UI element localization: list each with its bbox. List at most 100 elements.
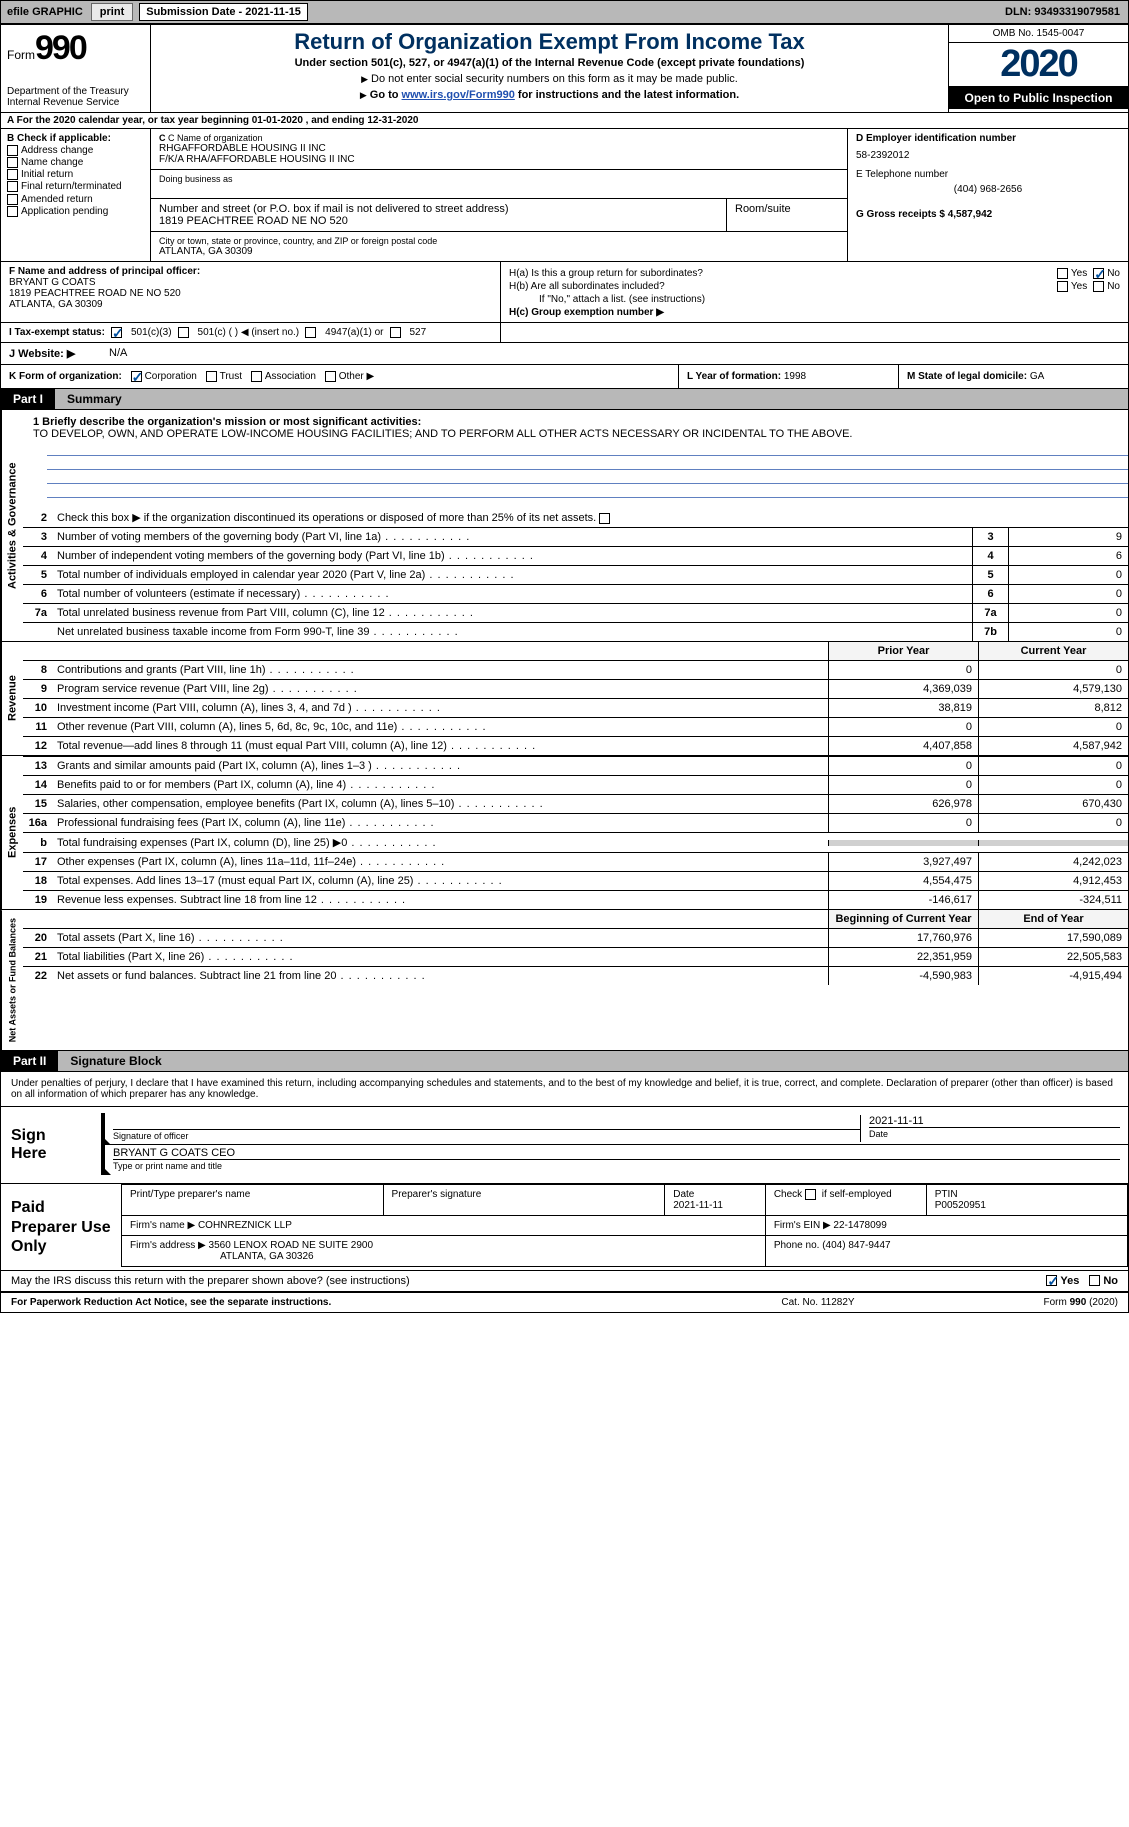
exp-row: 13Grants and similar amounts paid (Part … [23, 756, 1128, 775]
rev-row: 12Total revenue—add lines 8 through 11 (… [23, 736, 1128, 755]
cb-other[interactable] [325, 371, 336, 382]
firm-name-label: Firm's name ▶ [130, 1220, 195, 1231]
org-name-2: F/K/A RHA/AFFORDABLE HOUSING II INC [159, 154, 839, 165]
may-yes[interactable] [1046, 1275, 1057, 1286]
section-governance: Activities & Governance 1 Briefly descri… [1, 410, 1128, 642]
cb-corp[interactable] [131, 371, 142, 382]
form-header: Form990 Department of the Treasury Inter… [1, 25, 1128, 113]
hb-question: H(b) Are all subordinates included? [509, 281, 1057, 292]
sign-here-label: Sign Here [1, 1107, 91, 1183]
prep-name-hdr: Print/Type preparer's name [130, 1189, 250, 1200]
part-2-tag: Part II [1, 1051, 58, 1071]
year-formation-label: L Year of formation: [687, 371, 781, 382]
exp-row: 15Salaries, other compensation, employee… [23, 794, 1128, 813]
firm-phone: (404) 847-9447 [822, 1240, 890, 1251]
form-number: 990 [35, 29, 86, 67]
form-id-footer: Form 990 (2020) [918, 1297, 1118, 1308]
exp-row: 18Total expenses. Add lines 13–17 (must … [23, 871, 1128, 890]
firm-addr2: ATLANTA, GA 30326 [220, 1251, 314, 1262]
cb-self-employed[interactable] [805, 1189, 816, 1200]
org-name-1: RHGAFFORDABLE HOUSING II INC [159, 143, 839, 154]
expenses-sidelabel: Expenses [1, 756, 23, 909]
officer-name: BRYANT G COATS [9, 277, 492, 288]
box-k: K Form of organization: Corporation Trus… [1, 365, 678, 388]
identity-block: B Check if applicable: Address change Na… [1, 129, 1128, 262]
ha-no[interactable] [1093, 268, 1104, 279]
hb-yes[interactable] [1057, 281, 1068, 292]
cb-4947[interactable] [305, 327, 316, 338]
gross-label: G Gross receipts $ [856, 209, 945, 220]
col-headers-revenue: Prior Year Current Year [23, 642, 1128, 660]
dept-label: Department of the Treasury Internal Reve… [7, 86, 144, 108]
exp-row: 17Other expenses (Part IX, column (A), l… [23, 852, 1128, 871]
cat-no: Cat. No. 11282Y [718, 1297, 918, 1308]
cb-name-change[interactable]: Name change [7, 157, 144, 168]
cb-527[interactable] [390, 327, 401, 338]
header-middle: Return of Organization Exempt From Incom… [151, 25, 948, 112]
net-row: 21Total liabilities (Part X, line 26)22,… [23, 947, 1128, 966]
paid-preparer-block: Paid Preparer Use Only Print/Type prepar… [1, 1184, 1128, 1271]
sign-here-block: Sign Here Signature of officer 2021-11-1… [1, 1107, 1128, 1184]
paperwork-notice: For Paperwork Reduction Act Notice, see … [11, 1297, 718, 1308]
exp-row: 19Revenue less expenses. Subtract line 1… [23, 890, 1128, 909]
form-org-label: K Form of organization: [9, 371, 122, 382]
cb-501c3[interactable] [111, 327, 122, 338]
gov-row: 5Total number of individuals employed in… [23, 565, 1128, 584]
ein-value: 58-2392012 [856, 150, 1120, 161]
prior-year-hdr: Prior Year [828, 642, 978, 660]
ein-label: D Employer identification number [856, 133, 1120, 144]
box-c: C C Name of organization RHGAFFORDABLE H… [151, 129, 848, 261]
gov-row: 6Total number of volunteers (estimate if… [23, 584, 1128, 603]
may-no[interactable] [1089, 1275, 1100, 1286]
officer-name-label: Type or print name and title [113, 1161, 222, 1171]
hb-no[interactable] [1093, 281, 1104, 292]
cb-application-pending[interactable]: Application pending [7, 206, 144, 217]
header-right: OMB No. 1545-0047 2020 Open to Public In… [948, 25, 1128, 112]
prep-sig-hdr: Preparer's signature [392, 1189, 482, 1200]
header-left: Form990 Department of the Treasury Inter… [1, 25, 151, 112]
signature-intro: Under penalties of perjury, I declare th… [1, 1072, 1128, 1107]
street-label: Number and street (or P.O. box if mail i… [159, 203, 718, 215]
sig-date: 2021-11-11 [869, 1115, 1120, 1127]
firm-phone-label: Phone no. [774, 1240, 820, 1251]
row-a-tax-year: A For the 2020 calendar year, or tax yea… [1, 113, 1128, 129]
cb-trust[interactable] [206, 371, 217, 382]
cb-initial-return[interactable]: Initial return [7, 169, 144, 180]
part-1-tag: Part I [1, 389, 55, 409]
submission-date: Submission Date - 2021-11-15 [139, 3, 308, 21]
ptin-hdr: PTIN [935, 1189, 958, 1200]
domicile-value: GA [1030, 371, 1044, 382]
org-name-label: C C Name of organization [159, 133, 839, 143]
cb-501c[interactable] [178, 327, 189, 338]
part-2-header: Part II Signature Block [1, 1051, 1128, 1072]
cb-assoc[interactable] [251, 371, 262, 382]
open-inspection: Open to Public Inspection [949, 87, 1128, 109]
ha-yes[interactable] [1057, 268, 1068, 279]
section-net-assets: Net Assets or Fund Balances Beginning of… [1, 910, 1128, 1051]
sig-date-label: Date [869, 1129, 888, 1139]
part-1-name: Summary [55, 389, 1128, 409]
form-title: Return of Organization Exempt From Incom… [157, 29, 942, 55]
irs-link[interactable]: www.irs.gov/Form990 [402, 89, 515, 101]
officer-printed-name: BRYANT G COATS CEO [113, 1147, 1120, 1159]
print-button[interactable]: print [91, 3, 133, 21]
city-label: City or town, state or province, country… [159, 236, 839, 246]
cb-address-change[interactable]: Address change [7, 145, 144, 156]
cb-amended[interactable]: Amended return [7, 194, 144, 205]
instr-goto-pre: Go to [370, 89, 402, 101]
ha-question: H(a) Is this a group return for subordin… [509, 268, 1057, 279]
cb-q2[interactable] [599, 513, 610, 524]
rev-row: 10Investment income (Part VIII, column (… [23, 698, 1128, 717]
prep-check-hdr: Check if self-employed [774, 1189, 892, 1200]
officer-name-cell: BRYANT G COATS CEO Type or print name an… [101, 1145, 1128, 1174]
rev-row: 8Contributions and grants (Part VIII, li… [23, 660, 1128, 679]
net-row: 20Total assets (Part X, line 16)17,760,9… [23, 928, 1128, 947]
cb-final-return[interactable]: Final return/terminated [7, 181, 144, 192]
revenue-sidelabel: Revenue [1, 642, 23, 755]
col-headers-net: Beginning of Current Year End of Year [23, 910, 1128, 928]
top-toolbar: efile GRAPHIC print Submission Date - 20… [0, 0, 1129, 24]
officer-addr2: ATLANTA, GA 30309 [9, 299, 492, 310]
gross-value: 4,587,942 [948, 209, 993, 220]
net-row: 22Net assets or fund balances. Subtract … [23, 966, 1128, 985]
exp-row: 16aProfessional fundraising fees (Part I… [23, 813, 1128, 832]
